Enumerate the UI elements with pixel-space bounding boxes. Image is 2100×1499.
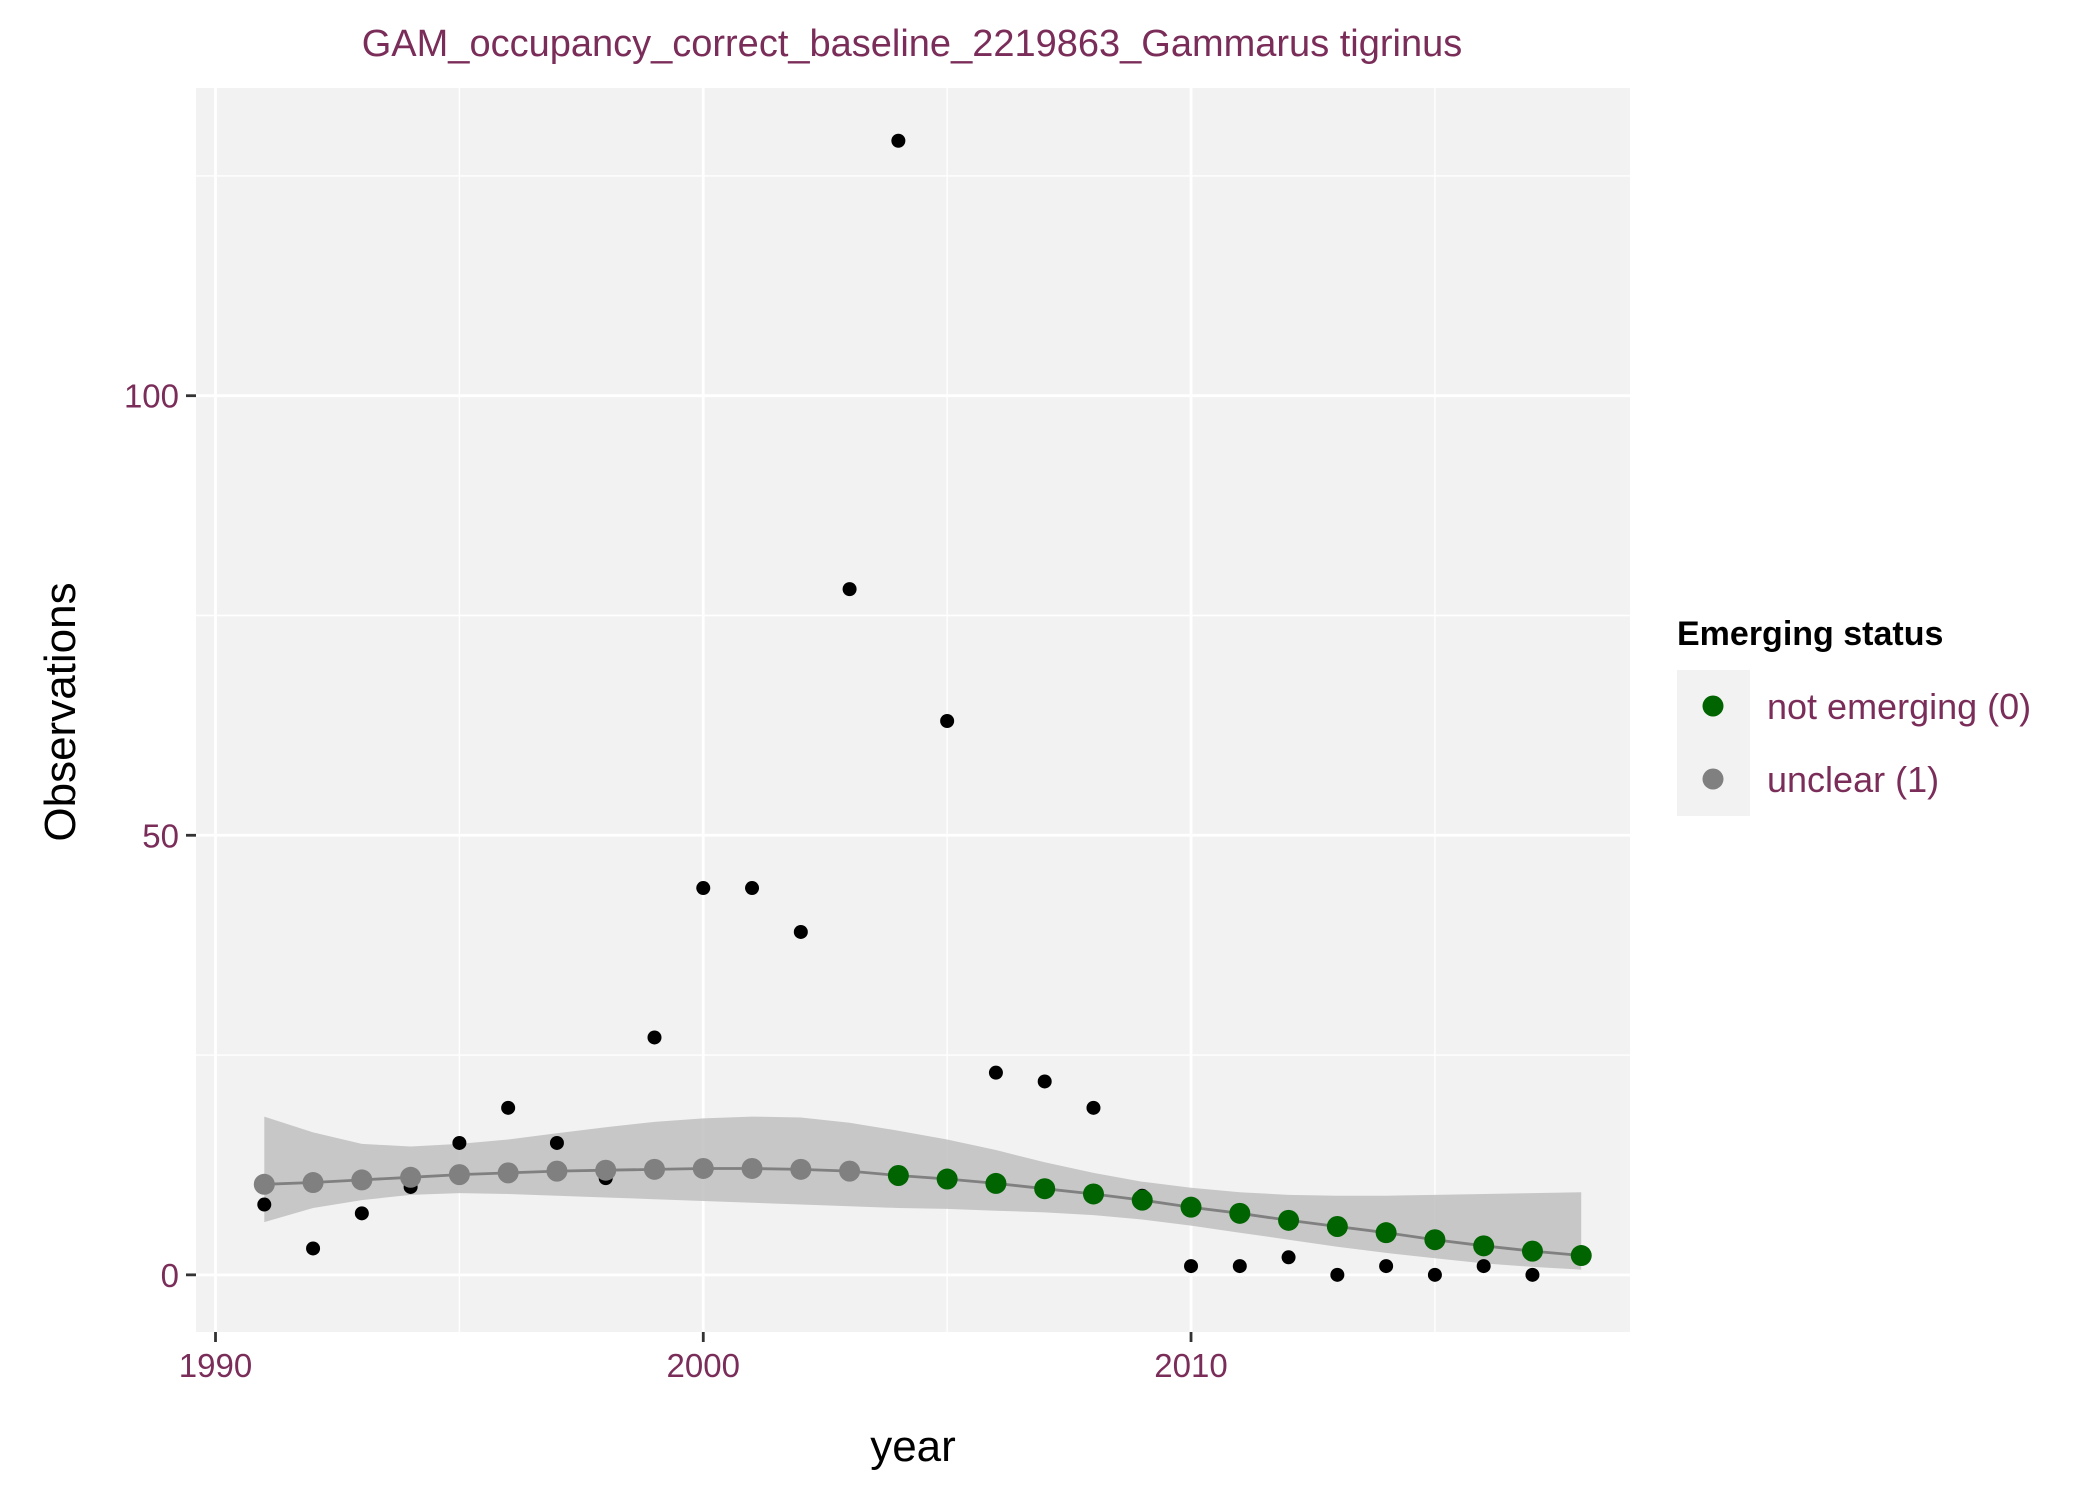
fitted-point — [1570, 1245, 1592, 1267]
gam-fit-line — [264, 1167, 1582, 1257]
observation-point — [1232, 1259, 1247, 1274]
observation-point — [1037, 1074, 1052, 1089]
legend-item-label: not emerging (0) — [1767, 686, 2031, 727]
observation-point — [501, 1100, 516, 1115]
observation-point — [988, 1065, 1003, 1080]
x-tick-label: 1990 — [179, 1347, 252, 1384]
fitted-point — [1326, 1216, 1348, 1238]
observation-point — [745, 881, 760, 896]
fitted-point — [839, 1160, 861, 1182]
fitted-point — [1131, 1189, 1153, 1211]
x-tick-label: 2000 — [667, 1347, 740, 1384]
fitted-point — [448, 1164, 470, 1186]
gam-fit-line-layer — [264, 1167, 1582, 1257]
legend: Emerging status not emerging (0) unclear … — [1677, 615, 2031, 816]
observation-point — [940, 713, 955, 728]
legend-item-label: unclear (1) — [1767, 759, 1939, 800]
fitted-point — [1521, 1240, 1543, 1262]
y-tick-label: 50 — [142, 817, 179, 854]
confidence-ribbon-layer — [264, 1116, 1582, 1270]
fitted-point — [351, 1169, 373, 1191]
observation-point — [354, 1206, 369, 1221]
y-tick-label: 100 — [124, 378, 179, 415]
x-axis-title: year — [870, 1422, 956, 1471]
observation-point — [1379, 1259, 1394, 1274]
chart-title: GAM_occupancy_correct_baseline_2219863_G… — [362, 23, 1463, 65]
x-tick-label: 2010 — [1154, 1347, 1227, 1384]
observation-point — [842, 582, 857, 597]
y-axis-title: Observations — [36, 582, 85, 841]
fitted-points-layer — [253, 1157, 1592, 1267]
fitted-point — [936, 1168, 958, 1190]
observation-point — [257, 1197, 272, 1212]
observation-point — [306, 1241, 321, 1256]
observation-point — [793, 924, 808, 939]
fitted-point — [1375, 1222, 1397, 1244]
observation-point — [696, 881, 711, 896]
observation-point — [1184, 1259, 1199, 1274]
fitted-point — [302, 1172, 324, 1194]
fitted-point — [1278, 1209, 1300, 1231]
observation-point — [1281, 1250, 1296, 1265]
fitted-point — [692, 1157, 714, 1179]
observation-point — [1525, 1267, 1540, 1282]
legend-key-marker — [1702, 768, 1724, 790]
fitted-point — [595, 1159, 617, 1181]
fitted-point — [790, 1158, 812, 1180]
observation-point — [647, 1030, 662, 1045]
observation-point — [549, 1135, 564, 1150]
legend-key-background — [1677, 670, 1750, 816]
fitted-point — [546, 1160, 568, 1182]
fitted-point — [1229, 1202, 1251, 1224]
plot-panel — [196, 88, 1630, 1332]
legend-items: not emerging (0) unclear (1) — [1702, 686, 2031, 800]
fitted-point — [1082, 1183, 1104, 1205]
fitted-point — [1424, 1229, 1446, 1251]
fitted-point — [985, 1172, 1007, 1194]
fitted-point — [887, 1165, 909, 1187]
fitted-point — [1473, 1235, 1495, 1257]
fitted-point — [741, 1157, 763, 1179]
x-axis: 1990 2000 2010 — [179, 1332, 1228, 1384]
fitted-point — [253, 1173, 275, 1195]
legend-title: Emerging status — [1677, 615, 1943, 653]
observation-point — [1476, 1259, 1491, 1274]
fitted-point — [1180, 1196, 1202, 1218]
fitted-point — [400, 1166, 422, 1188]
observation-point — [891, 133, 906, 148]
fitted-point — [643, 1158, 665, 1180]
y-tick-label: 0 — [161, 1257, 179, 1294]
y-axis: 0 50 100 — [124, 378, 196, 1294]
observation-point — [1086, 1100, 1101, 1115]
observation-point — [1427, 1267, 1442, 1282]
confidence-ribbon — [264, 1116, 1582, 1270]
observation-point — [452, 1135, 467, 1150]
legend-key-marker — [1702, 695, 1724, 717]
minor-grid — [196, 88, 1630, 1332]
observation-point — [1330, 1267, 1345, 1282]
fitted-point — [1034, 1178, 1056, 1200]
fitted-point — [497, 1162, 519, 1184]
